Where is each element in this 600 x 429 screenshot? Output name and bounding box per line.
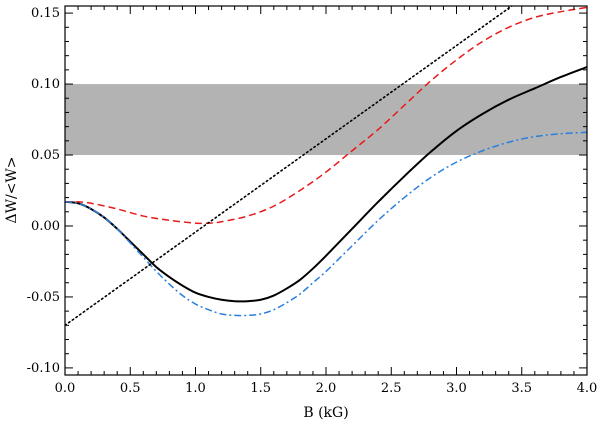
x-tick-label: 1.5 [250,381,271,396]
y-axis-label: ΔW/<W> [4,156,20,223]
shaded-band [65,84,587,156]
x-tick-label: 3.0 [446,381,467,396]
tick-labels-layer: 0.0 0.5 1.0 1.5 2.0 2.5 3.0 3.5 4.0 -0.10 -0.05 0.0… [27,6,598,396]
y-tick-label: 0.05 [31,148,60,163]
x-axis-label: B (kG) [303,405,348,421]
x-tick-label: 1.0 [185,381,206,396]
dashdot-blue-series-line [65,131,587,317]
x-tick-label: 3.5 [511,381,532,396]
x-tick-label: 0.0 [55,381,76,396]
y-tick-label: 0.00 [31,219,60,234]
x-tick-label: 2.0 [316,381,337,396]
series-layer [65,6,587,327]
y-tick-label: 0.15 [31,6,60,21]
solid-black-series-line [65,66,587,303]
y-tick-label: -0.10 [27,361,60,376]
x-tick-label: 0.5 [120,381,141,396]
x-tick-label: 2.5 [381,381,402,396]
plot-area [65,6,587,375]
plot-frame [64,5,588,376]
dashed-red-series-line [65,6,587,225]
y-tick-label: -0.05 [27,290,60,305]
x-tick-label: 4.0 [577,381,598,396]
dotted-black-series-line [65,6,514,327]
y-tick-label: 0.10 [31,77,60,92]
